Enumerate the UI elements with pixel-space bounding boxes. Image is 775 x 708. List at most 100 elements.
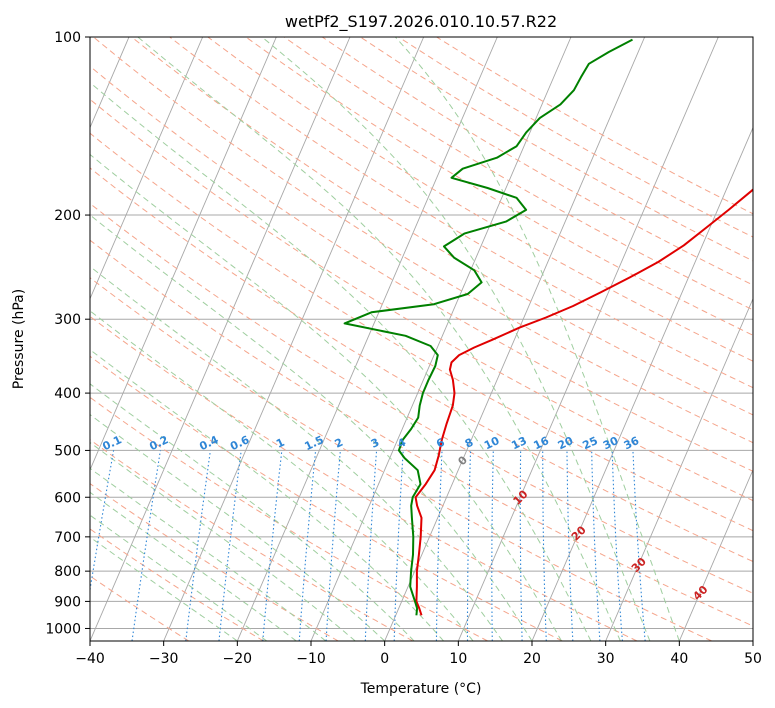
mixing-ratio-label: 30 — [601, 434, 621, 452]
y-tick-label: 300 — [54, 312, 81, 328]
mixing-ratio-line — [566, 450, 574, 641]
y-tick-label: 400 — [54, 386, 81, 402]
mixing-ratio-label: 16 — [532, 434, 552, 452]
dry-adiabat — [90, 98, 753, 502]
dry-adiabat — [360, 37, 753, 262]
moist-adiabat — [90, 310, 474, 641]
moist-adiabat — [90, 413, 386, 641]
mixing-ratio-label: 3 — [369, 436, 381, 451]
mixing-ratio-line — [262, 450, 283, 641]
dry-adiabat — [90, 355, 563, 641]
y-axis-label: Pressure (hPa) — [11, 289, 27, 389]
background-lines — [0, 37, 753, 641]
isotherm — [90, 37, 204, 300]
temperature-line — [414, 188, 753, 616]
y-tick-label: 1000 — [45, 621, 81, 637]
mixing-ratio-line — [131, 450, 161, 641]
mixing-ratio-line — [185, 450, 211, 641]
dry-adiabat — [90, 277, 712, 641]
y-tick-label: 200 — [54, 208, 81, 224]
dry-adiabat — [90, 528, 264, 641]
moist-adiabat — [90, 536, 238, 641]
isotherm — [384, 37, 646, 641]
isotherm — [678, 468, 753, 641]
isotherm — [457, 37, 719, 641]
x-tick-label: −30 — [149, 651, 179, 667]
isotherm — [605, 297, 753, 641]
moist-adiabat — [90, 214, 533, 641]
dry-adiabat — [245, 37, 753, 336]
x-axis-label: Temperature (°C) — [360, 681, 482, 697]
y-tick-label: 600 — [54, 490, 81, 506]
mixing-ratio-label: 25 — [581, 434, 600, 452]
data-lines — [343, 38, 753, 616]
mixing-ratio-line — [435, 450, 443, 641]
moist-adiabat — [395, 37, 680, 641]
y-tick-label: 900 — [54, 594, 81, 610]
moist-adiabat — [90, 441, 356, 641]
isotherm — [752, 639, 753, 641]
x-tick-label: −10 — [296, 651, 326, 667]
mixing-ratio-line — [90, 450, 115, 594]
x-tick-label: −40 — [75, 651, 105, 667]
moist-adiabat — [261, 37, 651, 641]
isotherm — [236, 37, 498, 641]
moist-adiabat — [90, 491, 297, 641]
mixing-ratio-label: 36 — [622, 434, 642, 452]
moist-adiabat-label: 10 — [511, 487, 531, 507]
isotherm — [90, 37, 277, 472]
dry-adiabat — [169, 37, 753, 389]
moist-adiabat — [90, 265, 503, 641]
isotherm — [531, 126, 753, 641]
moist-adiabat — [90, 81, 592, 641]
dry-adiabat — [90, 239, 753, 627]
mixing-ratio-line — [491, 450, 494, 641]
isotherm — [163, 37, 425, 641]
mixing-ratio-line — [591, 450, 601, 641]
mixing-ratio-line — [519, 450, 523, 641]
x-tick-label: 30 — [597, 651, 615, 667]
y-tick-label: 800 — [54, 564, 81, 580]
moist-adiabat — [137, 37, 621, 641]
moist-adiabat-label: 0 — [455, 453, 470, 468]
dry-adiabat — [90, 439, 414, 641]
y-tick-label: 700 — [54, 530, 81, 546]
dry-adiabat — [90, 132, 753, 532]
mixing-ratio-label: 4 — [395, 436, 408, 451]
mixing-ratio-label: 13 — [509, 434, 528, 452]
moist-adiabat-label: 20 — [569, 523, 589, 543]
dry-adiabat — [131, 37, 753, 416]
moist-adiabat — [90, 349, 444, 641]
x-tick-label: 0 — [380, 651, 389, 667]
mixing-ratio-label: 1 — [274, 436, 286, 451]
mixing-ratio-label: 10 — [482, 434, 502, 452]
moist-adiabat — [90, 153, 562, 641]
plot-frame — [89, 36, 754, 642]
moist-adiabat — [90, 383, 415, 641]
dry-adiabat — [90, 202, 753, 594]
x-tick-label: 40 — [670, 651, 688, 667]
mixing-ratio-line — [218, 450, 242, 641]
dry-adiabat — [90, 167, 753, 563]
isotherm — [0, 37, 55, 641]
x-tick-label: 20 — [523, 651, 541, 667]
y-tick-label: 100 — [54, 30, 81, 46]
isotherm — [90, 37, 351, 641]
mixing-ratio-label: 20 — [556, 434, 576, 452]
moist-adiabat-label: 30 — [629, 555, 649, 575]
dry-adiabat — [283, 37, 753, 311]
dewpoint-line — [343, 38, 633, 616]
axis-ticks: −40 −30 −20 −10 0 10 20 30 40 5010009008007006005… — [45, 30, 762, 667]
dry-adiabat — [207, 37, 753, 362]
moist-adiabat-label: 40 — [690, 583, 710, 603]
mixing-ratio-line — [466, 450, 472, 641]
chart-title: wetPf2_S197.2026.010.10.57.R22 — [285, 12, 557, 32]
x-tick-label: 10 — [449, 651, 467, 667]
dry-adiabat — [90, 575, 190, 641]
mixing-ratio-line — [611, 450, 623, 641]
y-tick-label: 500 — [54, 443, 81, 459]
dry-adiabat — [93, 37, 753, 444]
dry-adiabat — [90, 482, 339, 641]
dry-adiabat — [90, 315, 638, 641]
